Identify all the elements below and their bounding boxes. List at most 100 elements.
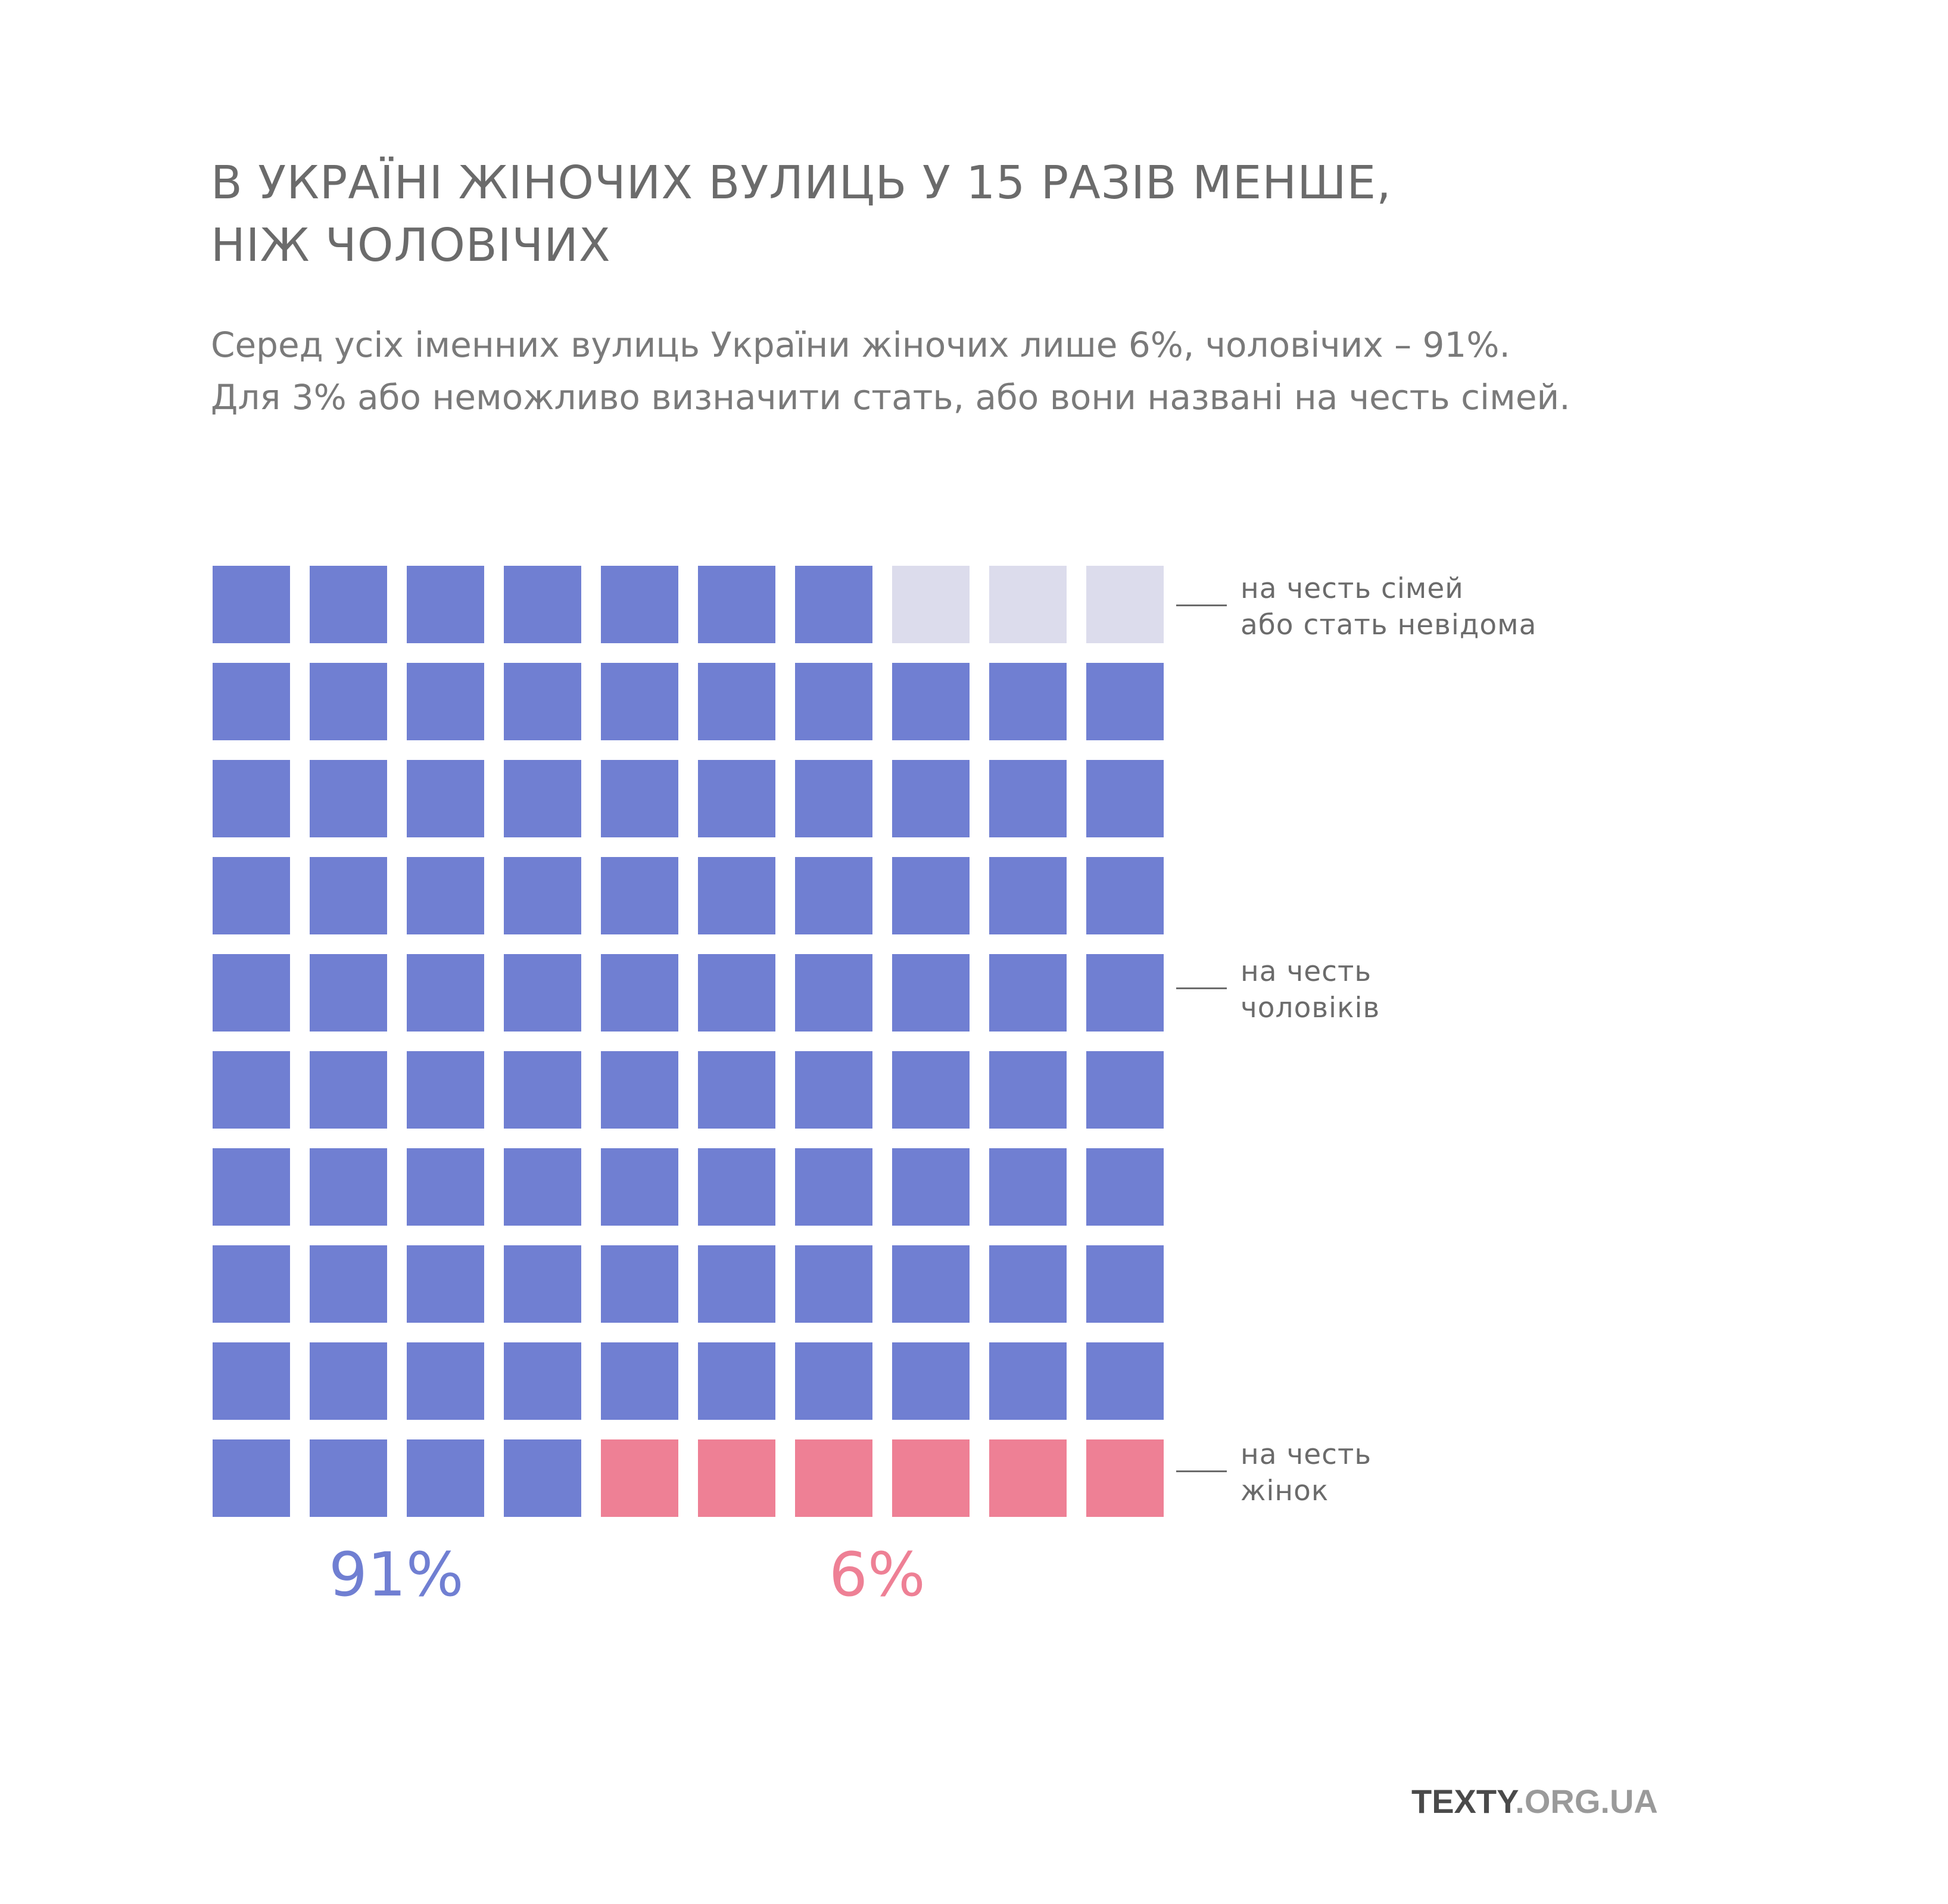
waffle-cell-men xyxy=(601,1051,678,1129)
annotation-unknown-tick xyxy=(1176,604,1227,606)
waffle-cell-men xyxy=(892,954,970,1032)
waffle-cell-women xyxy=(989,1439,1067,1517)
waffle-cell-men xyxy=(601,663,678,740)
waffle-cell-men xyxy=(601,954,678,1032)
annotation-men-label: на честь чоловіків xyxy=(1241,953,1657,1026)
waffle-cell-men xyxy=(1086,1148,1164,1226)
waffle-cell-unknown xyxy=(892,566,970,643)
waffle-cell-men xyxy=(892,760,970,837)
waffle-cell-men xyxy=(407,760,484,837)
waffle-cell-men xyxy=(310,566,387,643)
brand-part-1: TEXTY xyxy=(1411,1783,1516,1820)
annotation-unknown-line-1: на честь сімей xyxy=(1241,572,1464,605)
annotation-men-tick xyxy=(1176,987,1227,989)
women-percent-label: 6% xyxy=(829,1540,925,1610)
waffle-cell-men xyxy=(892,1051,970,1129)
waffle-cell-men xyxy=(504,1439,581,1517)
waffle-cell-men xyxy=(1086,1342,1164,1420)
waffle-cell-men xyxy=(213,566,290,643)
waffle-cell-men xyxy=(892,663,970,740)
waffle-cell-men xyxy=(1086,1245,1164,1323)
waffle-cell-men xyxy=(407,1439,484,1517)
waffle-cell-men xyxy=(892,1245,970,1323)
waffle-cell-men xyxy=(795,954,872,1032)
annotation-men-line-1: на честь xyxy=(1241,955,1372,988)
waffle-cell-men xyxy=(1086,663,1164,740)
annotation-unknown-line-2: або стать невідома xyxy=(1241,609,1537,641)
annotation-unknown-label: на честь сімей або стать невідома xyxy=(1241,571,1657,643)
brand-part-2: .ORG.UA xyxy=(1515,1783,1658,1820)
waffle-cell-men xyxy=(795,1245,872,1323)
waffle-cell-men xyxy=(698,1148,775,1226)
annotation-men-line-2: чоловіків xyxy=(1241,992,1380,1024)
waffle-cell-men xyxy=(1086,1051,1164,1129)
waffle-cell-men xyxy=(310,857,387,934)
waffle-cell-men xyxy=(989,1051,1067,1129)
waffle-cell-men xyxy=(698,1245,775,1323)
waffle-cell-men xyxy=(213,1148,290,1226)
waffle-cell-men xyxy=(601,857,678,934)
waffle-cell-men xyxy=(795,566,872,643)
title-line-1: В УКРАЇНІ ЖІНОЧИХ ВУЛИЦЬ У 15 РАЗІВ МЕНШ… xyxy=(211,157,1392,210)
waffle-cell-men xyxy=(698,663,775,740)
annotation-women-tick xyxy=(1176,1470,1227,1472)
waffle-cell-men xyxy=(310,1342,387,1420)
waffle-cell-men xyxy=(504,1148,581,1226)
waffle-cell-men xyxy=(213,1342,290,1420)
waffle-cell-men xyxy=(310,954,387,1032)
waffle-cell-men xyxy=(989,1148,1067,1226)
waffle-cell-men xyxy=(310,1439,387,1517)
chart-subtitle: Серед усіх іменних вулиць України жіночи… xyxy=(211,319,1878,423)
waffle-cell-men xyxy=(213,1051,290,1129)
waffle-cell-men xyxy=(407,954,484,1032)
annotation-women-label: на честь жінок xyxy=(1241,1436,1657,1509)
waffle-cell-men xyxy=(1086,954,1164,1032)
waffle-cell-men xyxy=(795,1051,872,1129)
waffle-cell-men xyxy=(310,1148,387,1226)
waffle-cell-men xyxy=(892,857,970,934)
annotation-women-line-2: жінок xyxy=(1241,1475,1329,1507)
waffle-cell-men xyxy=(310,760,387,837)
waffle-cell-unknown xyxy=(1086,566,1164,643)
waffle-cell-men xyxy=(698,760,775,837)
waffle-cell-men xyxy=(213,760,290,837)
title-line-2: НІЖ ЧОЛОВІЧИХ xyxy=(211,219,611,272)
waffle-cell-men xyxy=(601,1342,678,1420)
waffle-cell-men xyxy=(989,760,1067,837)
waffle-cell-men xyxy=(407,1051,484,1129)
subtitle-line-1: Серед усіх іменних вулиць України жіночи… xyxy=(211,325,1510,365)
men-percent-label: 91% xyxy=(329,1540,464,1610)
waffle-cell-men xyxy=(892,1148,970,1226)
waffle-cell-men xyxy=(698,954,775,1032)
waffle-cell-men xyxy=(213,1245,290,1323)
waffle-cell-men xyxy=(795,857,872,934)
waffle-cell-men xyxy=(407,1148,484,1226)
waffle-cell-men xyxy=(504,663,581,740)
waffle-cell-women xyxy=(698,1439,775,1517)
waffle-cell-men xyxy=(601,566,678,643)
waffle-cell-men xyxy=(1086,760,1164,837)
waffle-cell-men xyxy=(1086,857,1164,934)
waffle-cell-men xyxy=(989,857,1067,934)
waffle-cell-men xyxy=(213,663,290,740)
waffle-cell-men xyxy=(795,663,872,740)
waffle-cell-men xyxy=(407,663,484,740)
waffle-chart xyxy=(213,566,1164,1517)
waffle-cell-men xyxy=(213,954,290,1032)
waffle-cell-women xyxy=(601,1439,678,1517)
waffle-cell-women xyxy=(1086,1439,1164,1517)
brand-logo: TEXTY.ORG.UA xyxy=(1411,1781,1658,1822)
waffle-cell-men xyxy=(892,1342,970,1420)
waffle-cell-men xyxy=(504,1051,581,1129)
waffle-cell-men xyxy=(989,663,1067,740)
annotation-women-line-1: на честь xyxy=(1241,1438,1372,1471)
chart-title: В УКРАЇНІ ЖІНОЧИХ ВУЛИЦЬ У 15 РАЗІВ МЕНШ… xyxy=(211,152,1819,277)
waffle-cell-men xyxy=(504,1342,581,1420)
subtitle-line-2: Для 3% або неможливо визначити стать, аб… xyxy=(211,377,1570,417)
waffle-cell-men xyxy=(504,954,581,1032)
waffle-cell-men xyxy=(407,857,484,934)
waffle-cell-men xyxy=(795,1342,872,1420)
waffle-cell-men xyxy=(310,663,387,740)
waffle-cell-unknown xyxy=(989,566,1067,643)
waffle-cell-men xyxy=(601,1245,678,1323)
